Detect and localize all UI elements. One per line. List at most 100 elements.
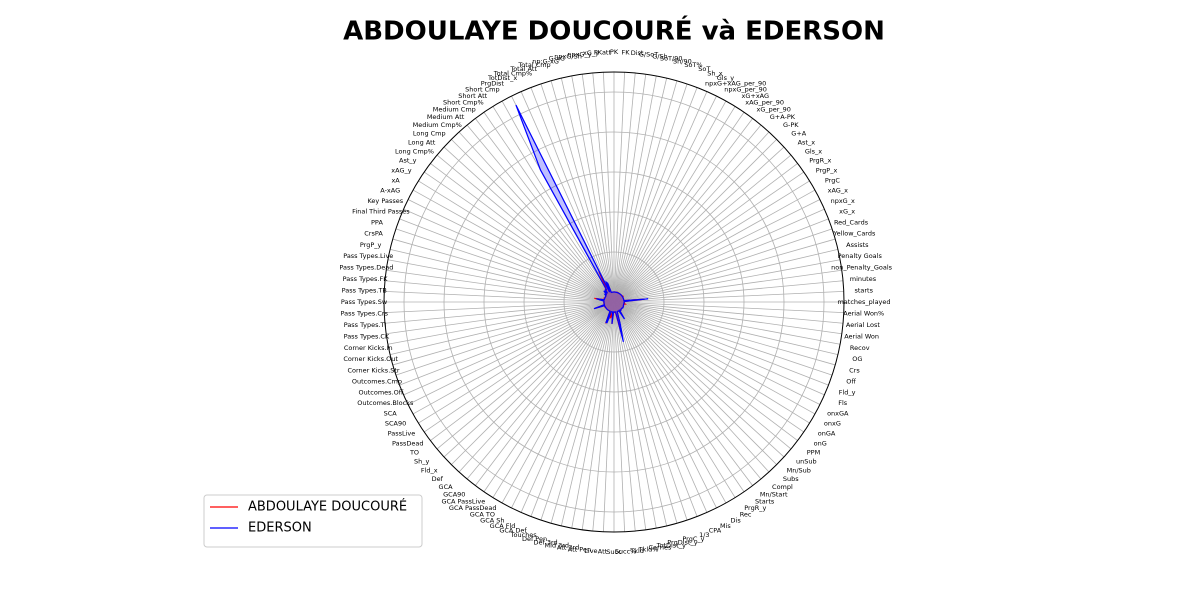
spoke [412,301,615,415]
spoke [613,301,836,366]
spoke [613,301,844,324]
outer-frame [383,71,845,533]
category-label: Short Cmp% [443,98,484,106]
category-label: PassLive [388,430,416,438]
spoke [613,301,841,345]
spoke [613,301,798,441]
category-label: Key Passes [367,197,403,205]
spoke [613,301,833,376]
spoke [451,139,615,303]
spoke [613,301,657,529]
spoke [407,199,615,303]
category-label: Pass Types.Live [343,252,393,260]
category-label: Pass Types.CK [344,333,390,341]
spoke [613,248,838,303]
category-label: G+A [791,130,806,138]
spoke [613,91,708,303]
grid-ring [443,131,785,473]
category-label: Compl [772,483,793,491]
category-label: 1/3 [699,531,709,539]
spoke [430,163,615,303]
spoke [443,301,615,458]
category-label: PassDead [392,439,424,447]
category-label: Pass Types.TB [342,286,387,294]
spoke [458,301,615,473]
spoke [613,301,842,335]
spoke [384,301,615,314]
category-label: Succ [606,548,622,556]
spoke [613,301,792,450]
category-label: G/SoT [639,50,658,58]
category-label: xA [391,176,400,184]
spoke [613,146,785,303]
spoke [571,301,615,529]
category-label: Succ% [615,548,637,556]
category-label: GCA Def [499,527,527,535]
spoke [550,301,615,524]
category-label: Recov [850,344,870,352]
category-label: GCA Fld [490,522,516,530]
category-label: Carries [648,544,672,552]
spoke [458,131,615,303]
category-label: Pass Types.Crs [341,310,389,318]
category-label: unSub [796,458,817,466]
category-label: Sh_x [707,69,722,77]
series-area [515,104,649,343]
spoke [384,290,615,303]
category-label: PPM [807,449,820,457]
spoke [399,301,615,386]
grid-ring [523,211,705,393]
category-label: Mn/Sub [787,466,811,474]
category-label: xG_x [839,208,855,216]
category-label: Ast_y [399,157,417,165]
spoke [613,301,626,532]
category-label: Att [598,548,608,556]
spoke [403,301,615,396]
spoke [613,259,841,303]
category-label: G-PK [783,121,799,129]
category-label: np:G-xG [532,58,559,66]
spoke [613,301,825,396]
category-label: PrgP_y [360,241,382,249]
spoke [613,100,727,303]
category-label: Assists [846,241,869,249]
category-label: Off [846,377,856,385]
category-label: GCA PassLive [441,498,485,506]
category-label: CrsPA [364,230,383,238]
category-label: matches_played [837,298,890,306]
category-label: Total Att [509,65,537,73]
spoke [613,301,816,415]
spoke [613,301,821,405]
spoke [430,301,615,441]
category-label: Tkld% [638,546,659,554]
spoke [613,112,745,303]
spoke [483,112,615,303]
spoke [613,72,636,303]
spoke [613,228,833,303]
spoke [613,301,708,513]
spoke [613,131,770,303]
legend-label: EDERSON [248,521,312,536]
category-label: Rec [740,511,752,519]
spoke [613,269,842,303]
spoke [613,301,717,509]
spoke [511,301,615,509]
spoke [613,106,736,303]
category-label: Dis [731,516,742,524]
spoke [466,301,615,480]
category-label: non_Penalty_Goals [831,263,893,271]
category-label: Final Third Passes [352,208,410,216]
category-label: xG+xAG [742,92,770,100]
category-label: npxG+xAG_per_90 [705,80,766,88]
category-label: Corner Kicks.In [344,344,393,352]
category-label: starts [854,286,873,294]
spoke [613,83,688,303]
spoke [613,78,668,303]
spoke [602,301,615,532]
category-label: G-xG [549,55,565,63]
category-label: Total Cmp% [493,69,532,77]
spoke [613,301,844,314]
spoke [613,301,810,424]
